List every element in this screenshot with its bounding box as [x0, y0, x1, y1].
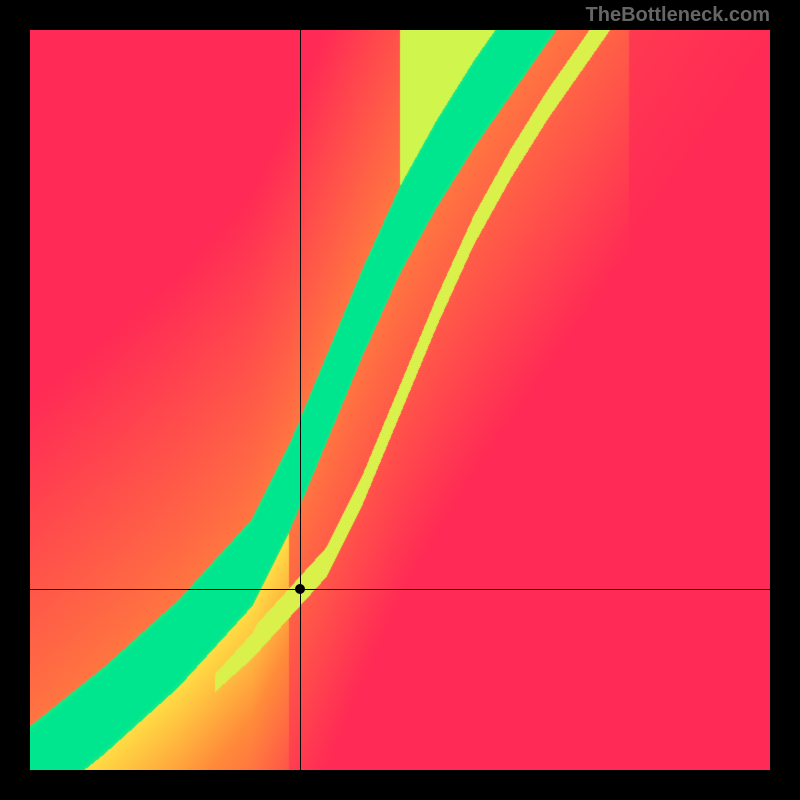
watermark-text: TheBottleneck.com	[586, 4, 770, 27]
plot-area	[30, 30, 770, 770]
heatmap-canvas	[30, 30, 770, 770]
crosshair-horizontal	[30, 589, 770, 590]
intersection-marker	[295, 584, 305, 594]
crosshair-vertical	[300, 30, 301, 770]
chart-container: TheBottleneck.com	[0, 0, 800, 800]
